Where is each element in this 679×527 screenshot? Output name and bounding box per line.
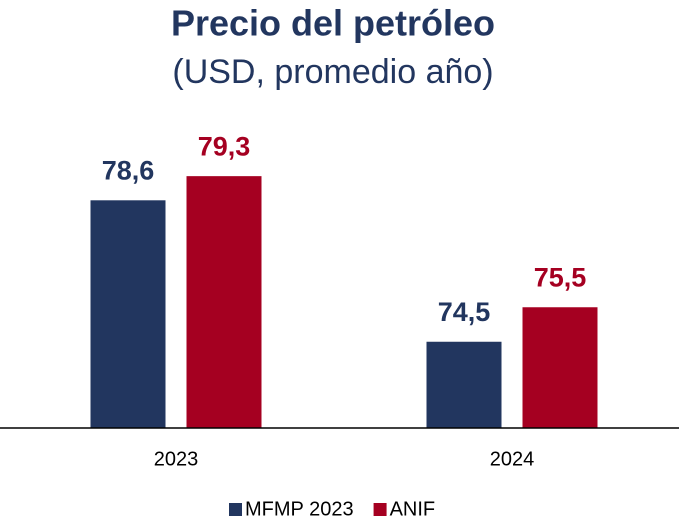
chart-title: Precio del petróleo <box>171 3 495 44</box>
bar <box>90 200 166 428</box>
x-tick-label: 2023 <box>154 448 199 470</box>
bar <box>426 341 502 428</box>
legend-swatch <box>373 503 387 516</box>
value-label: 75,5 <box>534 262 587 292</box>
legend-label: ANIF <box>390 498 436 520</box>
value-label: 74,5 <box>438 297 491 327</box>
bar <box>186 176 262 428</box>
value-label: 79,3 <box>198 131 251 161</box>
x-tick-label: 2024 <box>490 448 535 470</box>
legend-swatch <box>229 503 242 516</box>
chart-subtitle: (USD, promedio año) <box>172 53 493 91</box>
value-label: 78,6 <box>102 155 155 185</box>
bar <box>522 307 598 428</box>
legend-label: MFMP 2023 <box>245 498 354 520</box>
